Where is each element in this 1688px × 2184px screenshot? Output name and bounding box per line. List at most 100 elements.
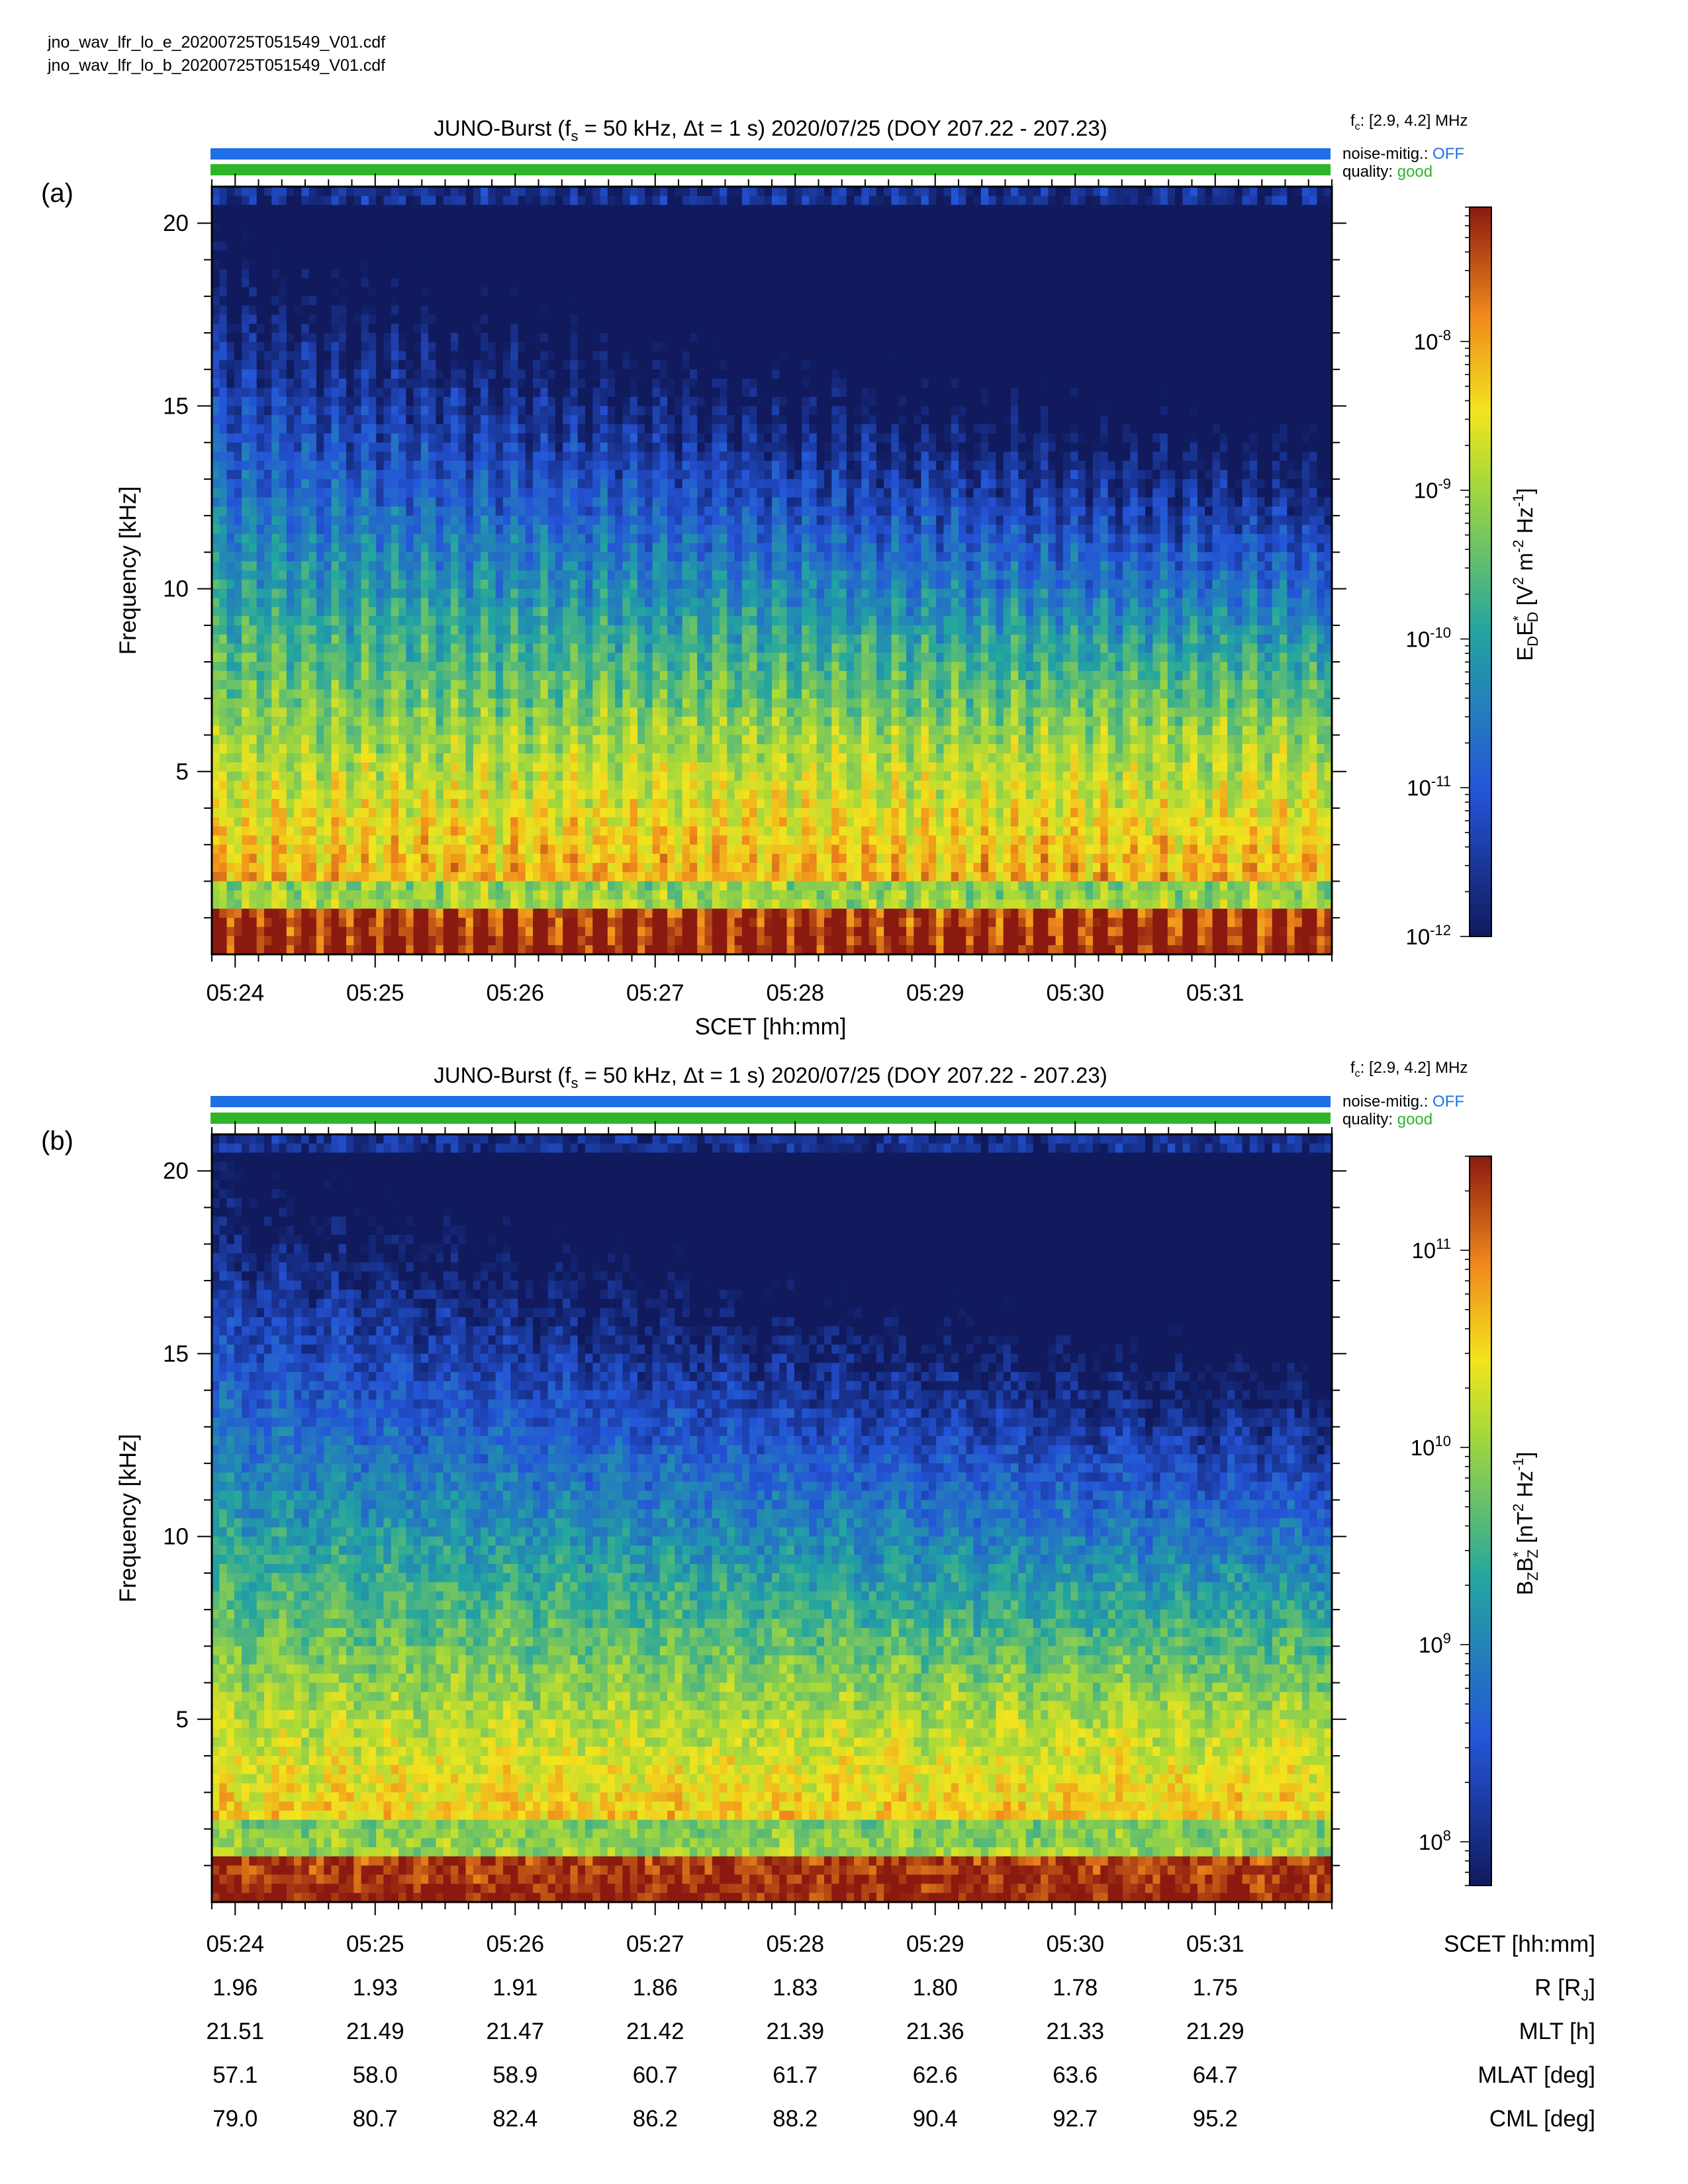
panel-a-spectrogram: [212, 187, 1333, 955]
ephemeris-value: 05:27: [626, 1931, 684, 1957]
ephemeris-value: 21.47: [486, 2019, 544, 2044]
ephemeris-table: 05:24 05:25 05:26 05:27 05:28 05:29 05:30 05:31…: [206, 1931, 1595, 2132]
ephemeris-value: 05:28: [766, 1931, 824, 1957]
colorbar-tick-label: 10-10: [1405, 624, 1451, 651]
x-tick-label: 05:28: [766, 980, 824, 1006]
panel-b-quality-bar: [211, 1113, 1331, 1124]
ephemeris-value: 86.2: [633, 2106, 678, 2132]
ephemeris-value: 05:25: [346, 1931, 404, 1957]
panel-a-colorbar: 10-12 10-11 10-10 10-9 10-8 EDE*D [V2 m-2 Hz…: [1405, 207, 1541, 949]
ephemeris-value: 1.86: [633, 1975, 678, 2001]
ephemeris-value: 90.4: [913, 2106, 958, 2132]
file-name-e: jno_wav_lfr_lo_e_20200725T051549_V01.cdf: [47, 33, 385, 52]
panel-a-fc: fc: [2.9, 4.2] MHz: [1350, 112, 1468, 132]
y-tick-label: 15: [163, 1341, 189, 1367]
panel-b-colorbar-label: BZB*Z [nT2 Hz-1]: [1510, 1452, 1541, 1596]
ephemeris-value: 05:29: [906, 1931, 964, 1957]
ephemeris-value: 60.7: [633, 2062, 678, 2088]
ephemeris-value: 58.9: [492, 2062, 538, 2088]
panel-a-colorbar-scale: [1470, 207, 1491, 936]
colorbar-tick-label: 10-11: [1407, 773, 1451, 800]
colorbar-tick-label: 10-9: [1414, 476, 1451, 503]
ephemeris-value: 1.80: [913, 1975, 958, 2001]
ephemeris-value: 21.36: [906, 2019, 964, 2044]
ephemeris-value: 57.1: [212, 2062, 258, 2088]
x-tick-label: 05:30: [1046, 980, 1104, 1006]
ephemeris-value: 21.42: [626, 2019, 684, 2044]
colorbar-tick-label: 10-8: [1414, 327, 1451, 354]
x-tick-label: 05:25: [346, 980, 404, 1006]
y-tick-label: 10: [163, 1524, 189, 1550]
ephemeris-value: 21.29: [1186, 2019, 1244, 2044]
ephemeris-row-label: R [RJ]: [1534, 1975, 1595, 2005]
panel-b-ylabel: Frequency [kHz]: [115, 1434, 141, 1603]
ephemeris-value: 1.75: [1193, 1975, 1238, 2001]
ephemeris-value: 05:31: [1186, 1931, 1244, 1957]
ephemeris-value: 21.49: [346, 2019, 404, 2044]
x-tick-label: 05:31: [1186, 980, 1244, 1006]
y-tick-label: 20: [163, 1158, 189, 1184]
ephemeris-value: 95.2: [1193, 2106, 1238, 2132]
x-tick-label: 05:24: [206, 980, 264, 1006]
ephemeris-value: 05:26: [486, 1931, 544, 1957]
ephemeris-value: 62.6: [913, 2062, 958, 2088]
ephemeris-row-label: MLAT [deg]: [1477, 2062, 1595, 2088]
panel-b: JUNO-Burst (fs = 50 kHz, Δt = 1 s) 2020/…: [41, 1059, 1541, 1915]
ephemeris-value: 64.7: [1193, 2062, 1238, 2088]
panel-b-title: JUNO-Burst (fs = 50 kHz, Δt = 1 s) 2020/…: [434, 1063, 1107, 1091]
ephemeris-row-label: CML [deg]: [1489, 2106, 1595, 2132]
ephemeris-value: 63.6: [1053, 2062, 1098, 2088]
ephemeris-value: 58.0: [353, 2062, 398, 2088]
panel-b-quality-label: quality: good: [1342, 1111, 1432, 1128]
panel-a-noise-label: noise-mitig.: OFF: [1342, 145, 1464, 163]
y-tick-label: 5: [176, 759, 189, 785]
ephemeris-row-label: SCET [hh:mm]: [1444, 1931, 1595, 1957]
colorbar-tick-label: 108: [1419, 1827, 1451, 1854]
panel-a-title: JUNO-Burst (fs = 50 kHz, Δt = 1 s) 2020/…: [434, 116, 1107, 144]
x-tick-label: 05:29: [906, 980, 964, 1006]
ephemeris-value: 1.78: [1053, 1975, 1098, 2001]
colorbar-tick-label: 10-12: [1405, 922, 1451, 949]
panel-a-quality-bar: [211, 164, 1331, 175]
ephemeris-value: 61.7: [773, 2062, 818, 2088]
y-tick-label: 15: [163, 393, 189, 419]
panel-b-colorbar-scale: [1470, 1156, 1491, 1886]
ephemeris-value: 1.93: [353, 1975, 398, 2001]
y-tick-label: 5: [176, 1707, 189, 1733]
panel-b-label: (b): [41, 1126, 73, 1156]
panel-a-colorbar-label: EDE*D [V2 m-2 Hz-1]: [1510, 488, 1541, 660]
panel-b-fc: fc: [2.9, 4.2] MHz: [1350, 1059, 1468, 1079]
panel-b-noise-label: noise-mitig.: OFF: [1342, 1093, 1464, 1111]
ephemeris-value: 05:24: [206, 1931, 264, 1957]
ephemeris-value: 05:30: [1046, 1931, 1104, 1957]
ephemeris-value: 1.91: [492, 1975, 538, 2001]
y-tick-label: 20: [163, 210, 189, 236]
ephemeris-value: 79.0: [212, 2106, 258, 2132]
ephemeris-row-label: MLT [h]: [1519, 2019, 1595, 2044]
file-name-b: jno_wav_lfr_lo_b_20200725T051549_V01.cdf: [47, 56, 385, 75]
ephemeris-value: 88.2: [773, 2106, 818, 2132]
ephemeris-value: 92.7: [1053, 2106, 1098, 2132]
ephemeris-value: 1.96: [212, 1975, 258, 2001]
panel-b-noise-bar: [211, 1096, 1331, 1107]
ephemeris-value: 82.4: [492, 2106, 538, 2132]
panel-a-ylabel: Frequency [kHz]: [115, 486, 141, 655]
x-tick-label: 05:27: [626, 980, 684, 1006]
panel-a-noise-bar: [211, 148, 1331, 159]
ephemeris-value: 21.39: [766, 2019, 824, 2044]
colorbar-tick-label: 109: [1419, 1630, 1451, 1657]
x-tick-label: 05:26: [486, 980, 544, 1006]
ephemeris-value: 80.7: [353, 2106, 398, 2132]
panel-a-xlabel: SCET [hh:mm]: [695, 1014, 847, 1040]
colorbar-tick-label: 1011: [1411, 1236, 1451, 1263]
ephemeris-value: 1.83: [773, 1975, 818, 2001]
panel-a-label: (a): [41, 179, 73, 208]
y-tick-label: 10: [163, 576, 189, 602]
panel-b-spectrogram: [212, 1134, 1333, 1903]
panel-a-quality-label: quality: good: [1342, 163, 1432, 181]
ephemeris-value: 21.33: [1046, 2019, 1104, 2044]
panel-a: JUNO-Burst (fs = 50 kHz, Δt = 1 s) 2020/…: [41, 112, 1541, 1040]
ephemeris-value: 21.51: [206, 2019, 264, 2044]
